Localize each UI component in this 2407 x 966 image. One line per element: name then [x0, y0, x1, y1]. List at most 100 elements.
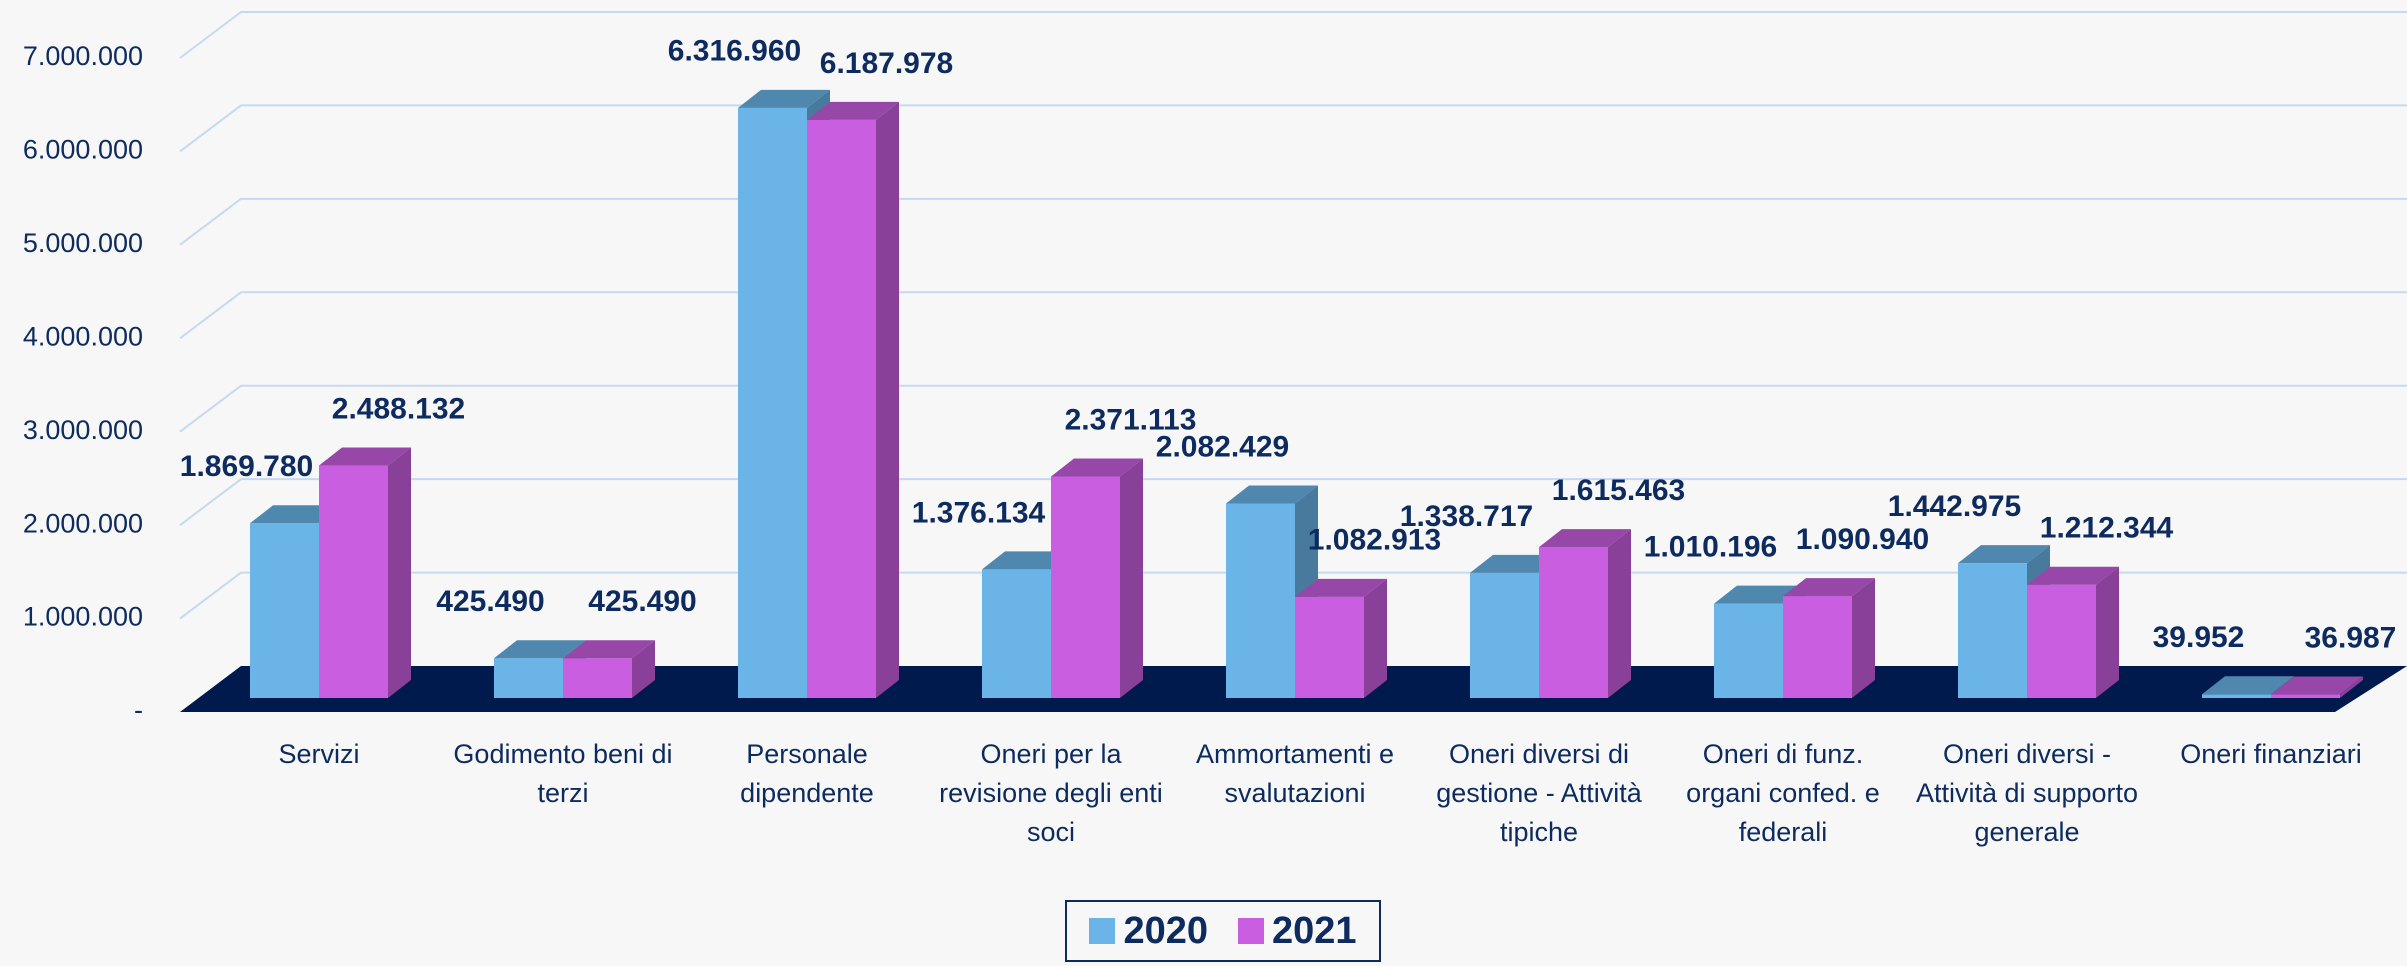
bar-front: [982, 569, 1051, 698]
grid-line: [179, 571, 2407, 620]
bar: [1051, 458, 1143, 698]
bar-top: [2271, 676, 2363, 695]
bar-top: [563, 640, 655, 659]
bar-side: [2340, 676, 2363, 698]
legend-swatch: [1089, 918, 1116, 944]
value-label: 1.376.134: [912, 496, 1046, 529]
x-tick-label: Godimento beni di terzi: [453, 739, 673, 808]
grid-line: [179, 291, 2407, 340]
grid-line: [179, 197, 2407, 246]
bar-front: [738, 107, 807, 699]
bar-front: [807, 119, 876, 698]
bar-top: [1051, 458, 1143, 477]
x-tick-label: Oneri diversi di gestione - Attività tip…: [1436, 739, 1642, 847]
value-label: 1.212.344: [2040, 512, 2174, 545]
x-tick-label: Oneri diversi - Attività di supporto gen…: [1915, 739, 2139, 847]
bar-front: [1958, 563, 2027, 698]
bar-front: [2271, 694, 2340, 698]
bar-front: [250, 523, 319, 698]
bar: [1539, 529, 1631, 698]
bar: [1295, 578, 1387, 698]
bar-front: [2202, 694, 2271, 698]
bar-front: [494, 658, 563, 698]
bar-top: [1295, 578, 1387, 597]
bar-front: [1539, 547, 1608, 698]
bar-front: [1295, 596, 1364, 698]
value-label: 1.082.913: [1308, 524, 1441, 557]
bar-side: [876, 101, 899, 698]
bar-top: [494, 640, 586, 659]
value-label: 1.869.780: [180, 450, 313, 483]
value-label: 425.490: [436, 585, 544, 618]
legend-label: 2021: [1272, 909, 1357, 952]
legend-item: 2021: [1238, 910, 1357, 953]
x-tick-label: Oneri finanziari: [2180, 739, 2362, 769]
bar-front: [563, 658, 632, 698]
value-label: 2.371.113: [1065, 403, 1197, 436]
bar-side: [2096, 566, 2119, 698]
bar-top: [1539, 529, 1631, 548]
bar: [2027, 566, 2119, 698]
bar-top: [807, 101, 899, 120]
value-label: 1.090.940: [1796, 523, 1929, 556]
value-label: 39.952: [2153, 621, 2245, 654]
y-tick-label: 3.000.000: [23, 415, 143, 445]
y-tick-label: 7.000.000: [23, 41, 143, 71]
bar: [2271, 676, 2363, 698]
bar-front: [1226, 503, 1295, 698]
bar-side: [1120, 458, 1143, 698]
bar-top: [1226, 485, 1318, 504]
bar-top: [2202, 676, 2294, 695]
x-tick-label: Oneri di funz. organi confed. e federali: [1686, 739, 1880, 847]
bar-side: [1608, 529, 1631, 698]
grid-line: [179, 384, 2407, 433]
value-label: 2.082.429: [1156, 430, 1289, 463]
y-tick-label: -: [134, 695, 143, 725]
bar-front: [1051, 476, 1120, 698]
x-tick-label: Servizi: [278, 739, 360, 769]
grid-line: [179, 104, 2407, 153]
legend-label: 2020: [1123, 909, 1208, 952]
value-label: 1.442.975: [1888, 490, 2021, 523]
bar-front: [1714, 603, 1783, 698]
y-tick-label: 2.000.000: [23, 508, 143, 538]
x-tick-label: Ammortamenti e svalutazioni: [1195, 739, 1395, 808]
bar-top: [1783, 578, 1875, 597]
value-label: 1.615.463: [1552, 474, 1685, 507]
value-label: 6.187.978: [820, 47, 953, 80]
legend-item: 2020: [1089, 910, 1208, 953]
bar: [563, 640, 655, 698]
value-label: 6.316.960: [668, 35, 801, 68]
value-label: 1.010.196: [1644, 531, 1777, 564]
y-tick-label: 5.000.000: [23, 228, 143, 258]
bar-top: [319, 447, 411, 466]
bar-side: [1852, 578, 1875, 698]
bar-side: [388, 447, 411, 698]
y-tick-label: 4.000.000: [23, 321, 143, 351]
value-label: 36.987: [2305, 621, 2397, 654]
value-label: 1.338.717: [1400, 500, 1533, 533]
legend-swatch: [1238, 918, 1264, 944]
y-tick-label: 1.000.000: [23, 602, 143, 632]
bar: [319, 447, 411, 698]
bar-side: [1364, 578, 1387, 698]
bar: [807, 101, 899, 698]
y-tick-label: 6.000.000: [23, 135, 143, 165]
bar-front: [1470, 572, 1539, 698]
bar-top: [2027, 566, 2119, 585]
bar-side: [632, 640, 655, 698]
x-tick-label: Personale dipendente: [740, 739, 874, 808]
value-label: 425.490: [588, 585, 696, 618]
bar-top: [1958, 545, 2050, 564]
bar: [1783, 578, 1875, 698]
value-label: 2.488.132: [332, 392, 465, 425]
grid-line: [179, 11, 2407, 59]
legend: 2020 2021: [1065, 900, 1381, 962]
grid-line: [179, 478, 2407, 526]
x-tick-label: Oneri per la revisione degli enti soci: [939, 739, 1163, 847]
bar-front: [1783, 596, 1852, 698]
bar-front: [319, 465, 388, 698]
bar-top: [738, 89, 830, 108]
